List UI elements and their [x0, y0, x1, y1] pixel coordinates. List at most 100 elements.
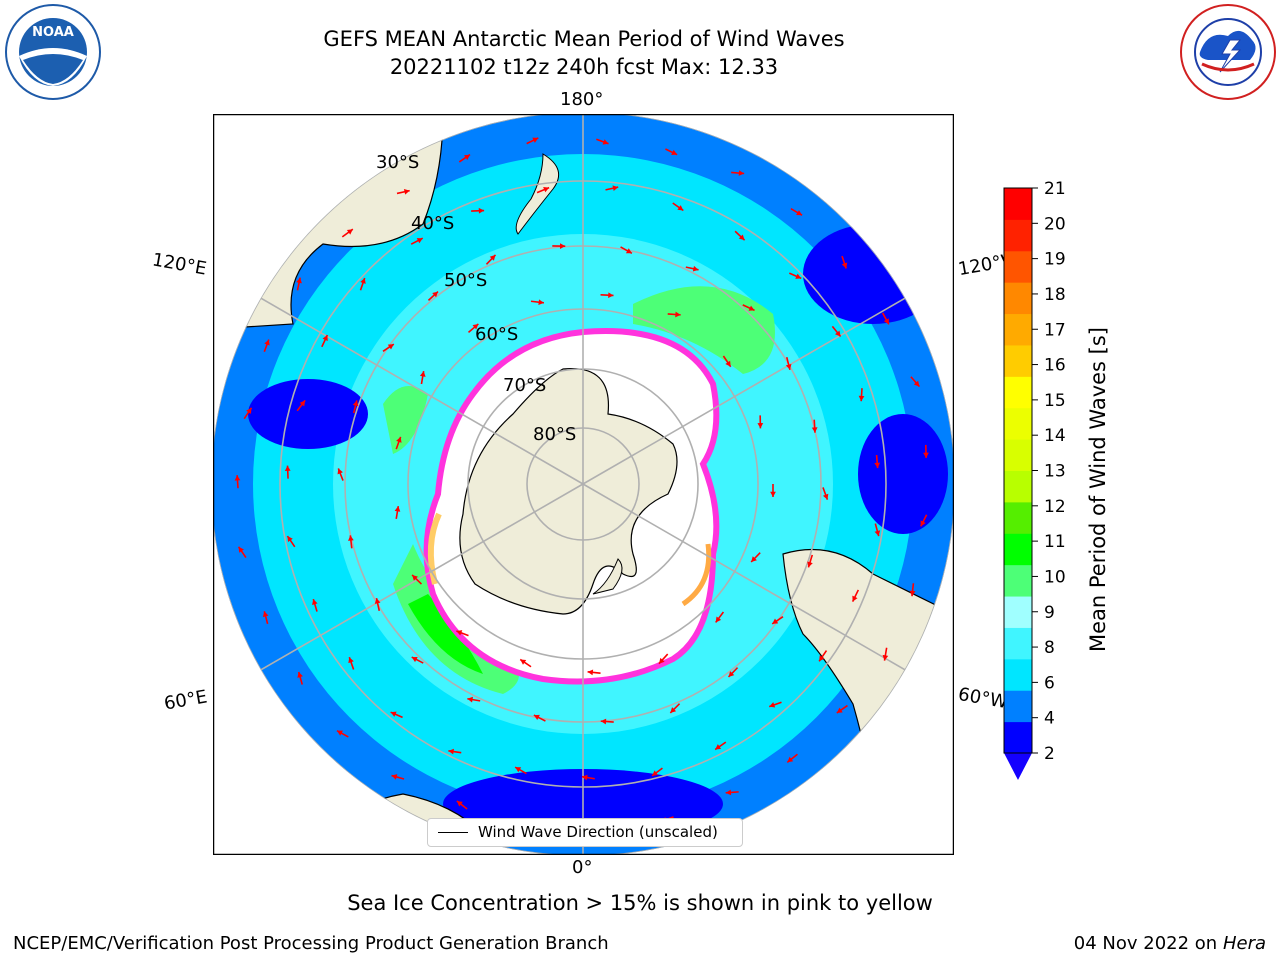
wave-arrow-head [322, 335, 328, 342]
wave-arrow-head [671, 149, 678, 155]
wave-arrow-head [819, 655, 825, 662]
wave-arrow-head [419, 371, 426, 377]
wave-arrow-head [396, 436, 402, 443]
colorbar-cell [1004, 344, 1032, 377]
lon-label-180: 180° [560, 89, 604, 110]
wave-arrow-head [448, 748, 455, 755]
wave-arrow-head [581, 774, 588, 781]
wave-arrow-head [725, 789, 732, 796]
lat-label-40s: 40°S [411, 213, 455, 234]
colorbar-tick-label: 15 [1044, 391, 1066, 411]
colorbar-tick-label: 10 [1044, 567, 1066, 587]
wave-arrow-head [738, 170, 745, 176]
colorbar-cell [1004, 470, 1032, 503]
wave-arrow-head [412, 574, 418, 581]
wave-arrow-head [391, 774, 398, 780]
wave-arrow-head [913, 380, 920, 387]
wave-arrow-head [787, 756, 794, 763]
green-patch [408, 594, 483, 674]
footer-date: 04 Nov 2022 on Hera [1074, 933, 1266, 954]
blue-patch [858, 414, 948, 534]
sea-ice-note: Sea Ice Concentration > 15% is shown in … [347, 891, 933, 915]
wave-arrow-head [920, 520, 926, 527]
colorbar: 2 4 6 8 9 10 11 12 13 14 15 16 17 18 19 20 21 [1003, 180, 1066, 780]
wave-arrow-head [489, 254, 496, 261]
colorbar-cell [1004, 564, 1032, 597]
chart-subtitle: 20221102 t12z 240h fcst Max: 12.33 [389, 55, 779, 79]
wave-arrow-head [538, 299, 544, 306]
colorbar-tick-label: 20 [1044, 214, 1066, 234]
wave-arrow-head [858, 395, 865, 402]
colorbar-cell [1004, 627, 1032, 660]
wave-arrow-head [600, 718, 607, 725]
colorbar-cell [1004, 282, 1032, 315]
wave-arrow-head [625, 248, 632, 254]
wave-arrow-head [532, 137, 539, 143]
colorbar-cell [1004, 219, 1032, 252]
colorbar-tick-label: 13 [1044, 462, 1066, 482]
lon-label-60e: 60°E [162, 686, 209, 715]
colorbar-cell [1004, 690, 1032, 723]
legend-label: Wind Wave Direction (unscaled) [478, 823, 718, 841]
wave-arrow-head [533, 714, 540, 721]
wave-arrow-head [874, 462, 881, 469]
footer-machine: Hera [1222, 933, 1266, 954]
wave-arrow-head [748, 305, 755, 311]
lat-label-70s: 70°S [503, 375, 547, 396]
wave-arrow-head [352, 400, 359, 407]
colorbar-cell [1004, 596, 1032, 628]
wave-arrow-head [403, 188, 410, 195]
colorbar-tick-label: 18 [1044, 285, 1066, 305]
wave-arrow-head [874, 530, 881, 537]
wave-arrow-head [478, 207, 485, 214]
colorbar-under-extension [1004, 753, 1032, 780]
wave-arrow-head [467, 696, 474, 703]
lat-label-60s: 60°S [475, 324, 519, 345]
wave-arrow-head [543, 186, 550, 193]
colorbar-tick-label: 14 [1044, 426, 1066, 446]
wave-arrow-head [677, 205, 684, 211]
colorbar-tick-label: 12 [1044, 497, 1066, 517]
map-legend: Wind Wave Direction (unscaled) [427, 818, 743, 847]
wave-arrow-head [296, 277, 302, 284]
colorbar-cell [1004, 250, 1032, 283]
wave-arrow-head [725, 360, 731, 367]
lat-label-50s: 50°S [444, 270, 488, 291]
colorbar-title: Mean Period of Wind Waves [s] [1086, 327, 1110, 652]
colorbar-cell [1004, 188, 1032, 220]
wave-arrow-head [841, 262, 848, 269]
lon-label-0: 0° [572, 857, 593, 878]
colorbar-cell [1004, 313, 1032, 346]
new-zealand [515, 153, 560, 235]
colorbar-tick-label: 11 [1044, 532, 1066, 552]
wave-arrow-head [882, 654, 889, 661]
wave-arrow-head [238, 546, 244, 553]
wave-arrow-head [374, 598, 381, 604]
wave-arrow-head [670, 707, 677, 713]
wave-arrow-head [796, 210, 803, 216]
map-frame [213, 114, 954, 855]
wave-arrow-head [909, 590, 916, 597]
colorbar-tick-label: 2 [1044, 744, 1055, 764]
wave-arrow-head [411, 656, 418, 663]
blue-patch [248, 379, 368, 449]
chart-title: GEFS MEAN Antarctic Mean Period of Wind … [323, 27, 845, 51]
sea-ice-high [681, 543, 712, 607]
wave-arrow-head [757, 423, 764, 429]
wave-arrow-head [692, 265, 699, 272]
wave-arrow-head [751, 556, 757, 563]
legend-line-swatch [438, 832, 468, 833]
wave-arrow-head [608, 292, 614, 299]
wave-arrow-head [728, 671, 735, 677]
wave-arrow-head [336, 730, 343, 736]
wave-arrow-head [559, 243, 566, 249]
colorbar-tick-label: 4 [1044, 709, 1055, 729]
colorbar-tick-label: 9 [1044, 603, 1055, 623]
wave-arrow-head [883, 318, 889, 325]
colorbar-tick-label: 21 [1044, 180, 1066, 199]
wave-arrow-head [923, 452, 929, 458]
colorbar-tick-label: 17 [1044, 320, 1066, 340]
lon-label-120e: 120°E [150, 249, 209, 280]
wave-arrow-head [262, 611, 269, 618]
wave-arrow-head [835, 330, 841, 337]
